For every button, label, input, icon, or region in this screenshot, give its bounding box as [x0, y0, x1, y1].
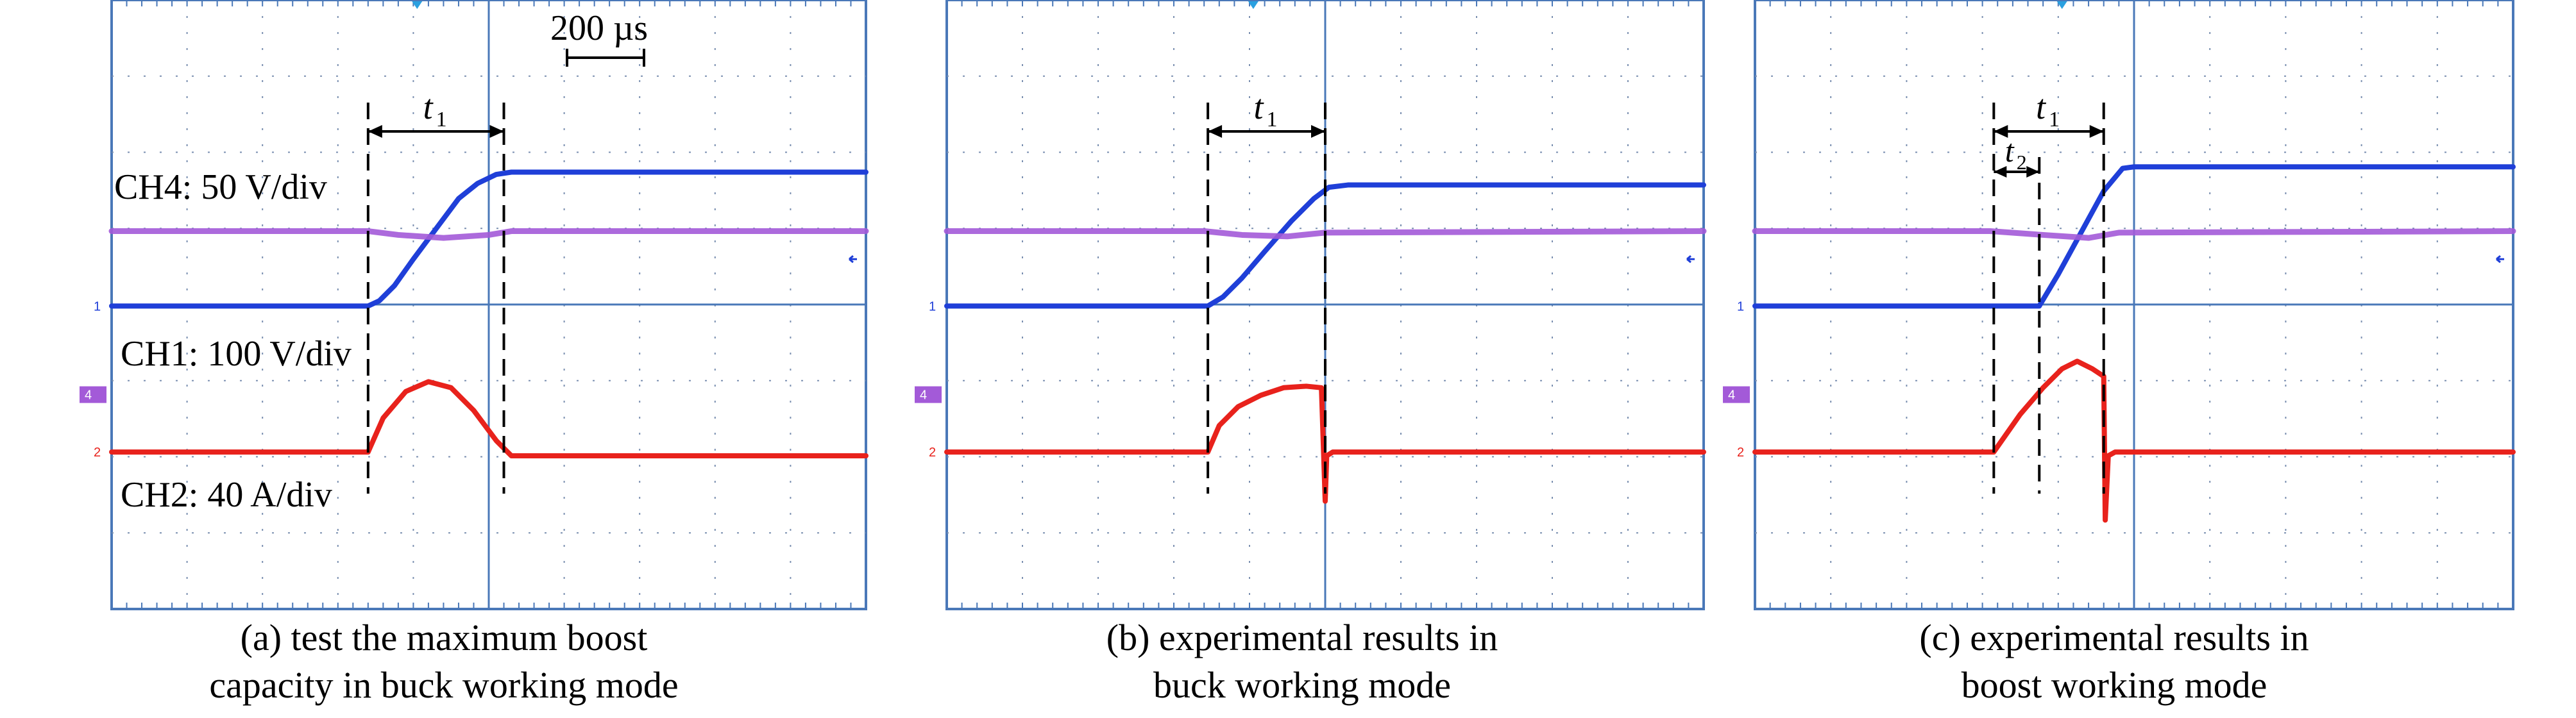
- t1-label-subscript: 1: [1267, 108, 1278, 131]
- ch1-marker: 1: [94, 299, 101, 313]
- ch4-marker: 4: [85, 388, 92, 403]
- t1-label: t: [1254, 88, 1265, 126]
- ch2-trace: [1752, 358, 2516, 523]
- ch1-scale-label: CH1: 100 V/div: [121, 334, 352, 374]
- ch2-marker: 2: [94, 446, 101, 460]
- panel-c-caption-line2: boost working mode: [1961, 664, 2267, 706]
- ch1-marker: 1: [1737, 299, 1744, 313]
- time-scale-label: 200 µs: [550, 8, 648, 48]
- ch1-trace: [944, 228, 1707, 240]
- t2-label-subscript: 2: [2017, 151, 2027, 174]
- arrow-left-icon: [1994, 125, 2008, 138]
- arrow-left-icon: [1208, 125, 1223, 138]
- ch1-trace: [1752, 228, 2516, 241]
- panel-b-caption-line1: (b) experimental results in: [1106, 617, 1498, 658]
- t1-label: t: [2036, 88, 2047, 126]
- panel-c-caption: (c) experimental results in boost workin…: [1729, 614, 2499, 709]
- ch2-marker: 2: [1737, 446, 1744, 460]
- t1-label-subscript: 1: [436, 108, 447, 131]
- ch4-marker-badge: [80, 386, 106, 403]
- panel-c-caption-line1: (c) experimental results in: [1919, 617, 2309, 658]
- reference-arrow-icon: [1686, 255, 1695, 263]
- t2-label: t: [2005, 133, 2015, 169]
- ch2-marker: 2: [929, 446, 936, 460]
- ch4-scale-label: CH4: 50 V/div: [114, 167, 327, 207]
- arrow-right-icon: [1311, 125, 1325, 138]
- trigger-marker-icon: [1248, 1, 1258, 9]
- panel-c-time-markers: t 1t 2: [1992, 88, 2105, 494]
- ch1-trace: [108, 228, 869, 241]
- ch1-marker: 1: [929, 299, 936, 313]
- arrow-right-icon: [2026, 166, 2040, 178]
- ch4-marker: 4: [1728, 388, 1735, 403]
- panel-b-caption: (b) experimental results in buck working…: [917, 614, 1687, 709]
- ch4-marker: 4: [920, 388, 927, 403]
- t1-label-subscript: 1: [2049, 108, 2060, 131]
- panel-a-caption-line2: capacity in buck working mode: [209, 664, 679, 706]
- arrow-left-icon: [1994, 166, 2007, 178]
- trigger-marker-icon: [412, 1, 423, 9]
- panel-a-caption: (a) test the maximum boost capacity in b…: [59, 614, 829, 709]
- reference-arrow-icon: [2496, 255, 2504, 263]
- ch4-marker-badge: [1723, 386, 1750, 403]
- ch4-trace: [109, 169, 869, 309]
- arrow-right-icon: [489, 125, 504, 138]
- panel-b-caption-line2: buck working mode: [1153, 664, 1451, 706]
- ch4-marker-badge: [915, 386, 942, 403]
- arrow-right-icon: [2089, 125, 2104, 138]
- trigger-marker-icon: [2056, 1, 2067, 9]
- panel-a-caption-line1: (a) test the maximum boost: [240, 617, 648, 658]
- t1-label: t: [423, 88, 434, 126]
- ch2-trace: [944, 383, 1706, 504]
- arrow-left-icon: [368, 125, 382, 138]
- reference-arrow-icon: [849, 255, 857, 263]
- ch4-trace: [1752, 164, 2516, 309]
- ch2-scale-label: CH2: 40 A/div: [121, 475, 332, 515]
